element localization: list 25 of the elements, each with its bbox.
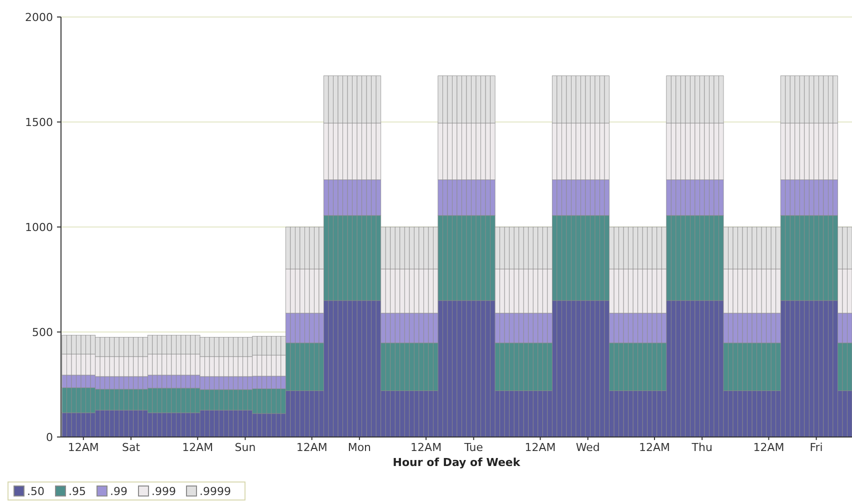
y-tick-label: 500 [32, 326, 53, 339]
x-axis-title: Hour of Day of Week [392, 456, 521, 469]
x-tick-label: Tue [463, 441, 484, 454]
x-tick-label: Sun [234, 441, 256, 454]
x-tick-label: Wed [576, 441, 600, 454]
legend-label: .99 [110, 484, 128, 498]
y-tick-label: 2000 [25, 10, 53, 24]
legend-label: .999 [152, 484, 176, 498]
x-tick-label: Fri [810, 441, 823, 454]
x-tick-label: 12AM [524, 441, 556, 454]
x-tick-label: 12AM [182, 441, 214, 454]
x-tick-label: 12AM [753, 441, 784, 454]
legend-label: .50 [27, 484, 44, 498]
x-tick-label: 12AM [410, 441, 442, 454]
x-tick-label: Sat [122, 441, 141, 454]
y-tick-label: 1000 [25, 220, 53, 234]
x-tick-label: 12AM [68, 441, 99, 454]
x-tick-label: 12AM [638, 441, 670, 454]
x-tick-label: Mon [348, 441, 372, 454]
y-tick-label: 1500 [25, 116, 53, 129]
x-tick-label: Thu [690, 441, 712, 454]
x-tick-label: 12AM [296, 441, 328, 454]
legend-label: .9999 [200, 484, 231, 498]
y-tick-label: 0 [46, 430, 53, 444]
legend-label: .95 [68, 484, 86, 498]
